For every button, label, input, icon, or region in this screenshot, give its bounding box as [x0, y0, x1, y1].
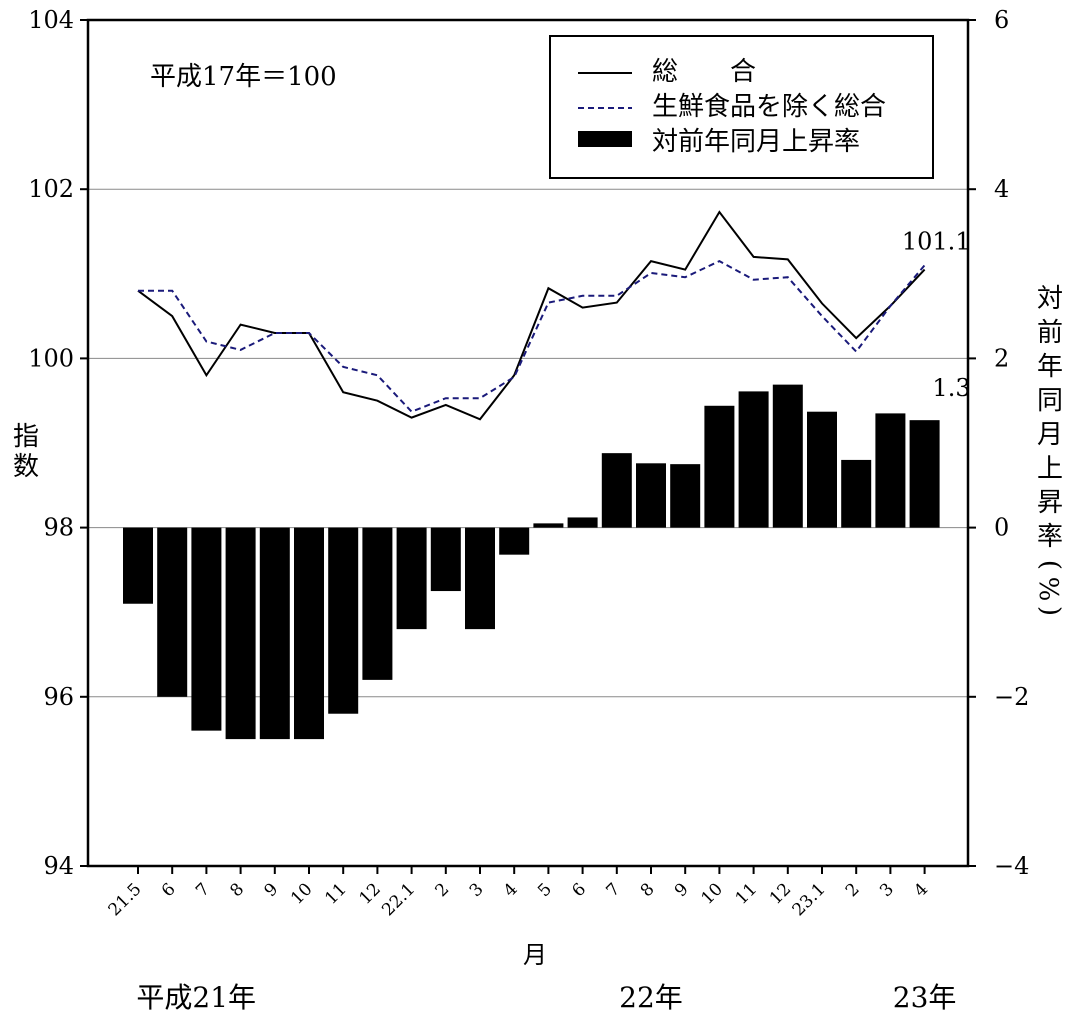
right-axis-ticks: −4 −2 0 2 4 6	[968, 6, 1029, 880]
x-tick-label: 3	[876, 879, 898, 901]
rate-bar	[225, 527, 256, 740]
y-label-right-char: (	[1035, 560, 1065, 570]
y-tick-label-left: 94	[43, 852, 74, 880]
y-label-right-char: 上	[1037, 454, 1063, 484]
legend-swatch-bar	[578, 131, 632, 147]
x-tick-label: 7	[192, 879, 214, 901]
total-index-line	[137, 210, 926, 421]
y-label-right-char: 昇	[1037, 488, 1063, 518]
y-label-right-char: 前	[1037, 318, 1063, 348]
legend-label-rate: 対前年同月上昇率	[652, 127, 860, 157]
rate-bar	[567, 517, 598, 528]
rate-bar	[191, 527, 222, 731]
rate-bar	[704, 405, 735, 528]
x-tick-label: 6	[158, 879, 180, 901]
base-note: 平成17年＝100	[150, 62, 337, 92]
rate-bar	[533, 523, 564, 528]
x-axis-label: 月	[523, 941, 547, 969]
y-tick-label-right: 2	[994, 344, 1009, 372]
x-tick-label: 9	[671, 879, 693, 901]
rate-bar	[328, 527, 359, 714]
rate-bar	[909, 420, 940, 528]
rate-bar	[670, 464, 701, 528]
y-axis-label-left: 指数	[13, 422, 39, 482]
y-label-left-char: 指	[13, 422, 39, 452]
y-tick-label-left: 96	[43, 683, 74, 711]
x-tick-label: 23.1	[789, 879, 830, 920]
x-tick-label: 8	[226, 879, 248, 901]
y-tick-label-left: 98	[43, 514, 74, 542]
y-tick-label-left: 100	[28, 344, 74, 372]
y-label-right-char: )	[1035, 606, 1065, 616]
rate-bar	[259, 527, 290, 740]
rate-bar	[294, 527, 324, 740]
x-tick-label: 10	[697, 879, 726, 908]
legend-label-total: 総 合	[652, 57, 756, 87]
y-label-right-char: 年	[1037, 352, 1063, 382]
annotation-last-index: 101.1	[902, 228, 971, 256]
y-tick-label-right: −4	[994, 852, 1029, 880]
year-label: 23年	[893, 981, 957, 1014]
x-tick-label: 2	[432, 879, 454, 901]
y-tick-label-right: 6	[994, 6, 1009, 34]
y-tick-label-right: −2	[994, 683, 1029, 711]
x-tick-label: 21.5	[105, 879, 146, 920]
y-axis-label-right: 対前年同月上昇率 (%)	[1033, 284, 1065, 616]
x-tick-label: 4	[500, 879, 522, 901]
rate-bar	[738, 391, 769, 528]
rate-bar	[430, 527, 461, 592]
left-axis-ticks: 94 96 98 100 102 104	[28, 6, 88, 880]
rate-bar	[499, 527, 530, 555]
rate-bar	[362, 527, 393, 680]
y-tick-label-left: 102	[28, 175, 74, 203]
x-tick-label: 11	[732, 879, 761, 908]
y-tick-label-right: 0	[994, 514, 1009, 542]
legend: 総 合 生鮮食品を除く総合 対前年同月上昇率	[549, 35, 934, 179]
x-tick-label: 3	[466, 879, 488, 901]
year-label: 22年	[619, 981, 683, 1014]
year-labels: 平成21年 22年 23年	[136, 981, 956, 1014]
y-label-right-char: 同	[1037, 386, 1063, 416]
rate-bar	[396, 527, 427, 630]
y-label-right-char: 月	[1037, 420, 1063, 450]
rate-bar	[772, 384, 803, 528]
core-index-line	[138, 259, 926, 413]
year-label: 平成21年	[136, 981, 256, 1014]
rate-bar	[636, 463, 666, 528]
plot-frame	[86, 18, 970, 868]
x-tick-label: 5	[534, 879, 556, 901]
x-tick-label: 4	[910, 879, 932, 901]
x-tick-label: 22.1	[378, 879, 419, 920]
rate-bar	[123, 527, 153, 604]
x-tick-label: 11	[321, 879, 350, 908]
legend-label-core: 生鮮食品を除く総合	[652, 92, 886, 122]
rate-bar	[157, 527, 188, 697]
y-tick-label-right: 4	[994, 175, 1009, 203]
rate-bar	[841, 459, 872, 528]
rate-bar	[465, 527, 495, 630]
rate-bar	[601, 453, 632, 528]
rate-bar	[807, 411, 837, 528]
rate-bar	[875, 413, 906, 528]
x-tick-label: 2	[842, 879, 864, 901]
y-label-right-char: %	[1033, 577, 1063, 602]
line-series	[137, 210, 926, 421]
x-tick-label: 10	[287, 879, 316, 908]
y-label-left-char: 数	[13, 452, 39, 482]
annotation-last-rate: 1.3	[932, 374, 970, 402]
y-label-right-char: 率	[1037, 522, 1063, 552]
bar-series	[123, 384, 940, 740]
y-label-right-char: 対	[1037, 284, 1063, 314]
x-tick-label: 7	[603, 879, 625, 901]
x-tick-label: 8	[637, 879, 659, 901]
x-tick-label: 6	[568, 879, 590, 901]
y-tick-label-left: 104	[28, 6, 74, 34]
x-tick-label: 9	[261, 879, 283, 901]
